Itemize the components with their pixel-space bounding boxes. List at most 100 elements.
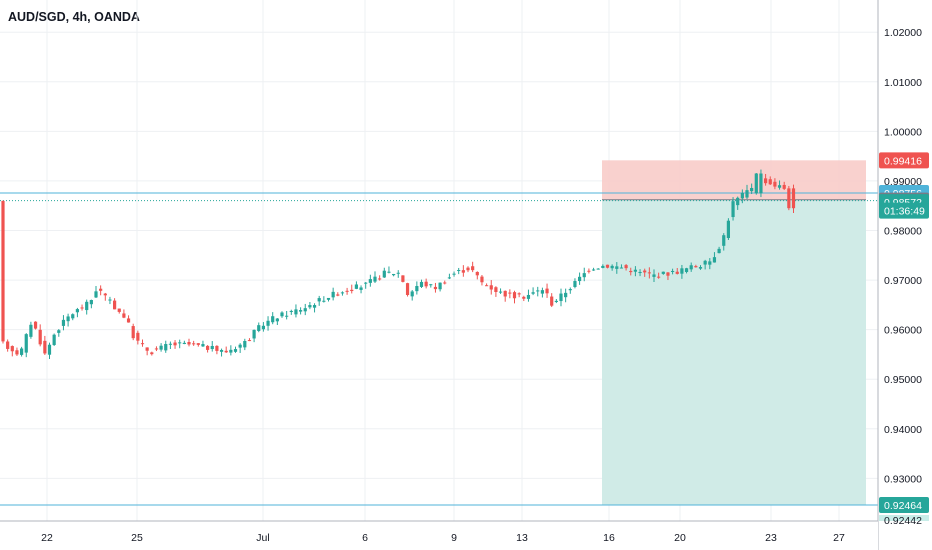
x-axis-ticks: 22 25 Jul 6 9 13 16 20 23 27 [41, 532, 845, 544]
candle-down [136, 332, 140, 341]
candle-up [736, 197, 740, 206]
candle-up [85, 301, 89, 311]
candle-up [554, 300, 558, 302]
candle-up [722, 235, 726, 246]
candle-down [550, 296, 554, 306]
candle-down [10, 346, 14, 352]
candle-down [433, 286, 438, 290]
candle-up [578, 276, 582, 282]
candle-down [489, 285, 493, 290]
candle-up [498, 291, 503, 293]
candle-down [787, 188, 791, 209]
candle-down [345, 290, 349, 292]
candle-down [466, 267, 470, 271]
stop-price-tag: 0.99416 [884, 155, 922, 167]
price-lines [0, 192, 878, 506]
x-tick-label: 20 [674, 532, 686, 544]
candle-down [475, 271, 479, 276]
candle-up [164, 344, 168, 351]
candle-up [24, 334, 28, 353]
candle-down [38, 329, 42, 345]
candle-up [57, 330, 61, 333]
target-price-tag-bg [879, 496, 929, 513]
x-tick-label: 6 [362, 532, 368, 544]
candle-down [647, 272, 651, 274]
candle-down [187, 342, 191, 345]
candle-down [131, 326, 135, 339]
candle-up [271, 316, 275, 323]
candle-up [178, 342, 182, 344]
x-tick-label: 27 [833, 532, 845, 544]
candle-up [29, 324, 33, 337]
candle-up [294, 309, 298, 315]
candle-down [773, 181, 777, 187]
candle-up [531, 292, 535, 294]
candle-up [266, 320, 270, 326]
candle-down [15, 350, 19, 355]
candle-up [66, 316, 70, 322]
x-tick-label: 16 [603, 532, 615, 544]
candle-down [629, 270, 633, 273]
candle-up [210, 345, 214, 350]
candle-down [764, 178, 768, 184]
x-tick-label: Jul [256, 532, 269, 544]
candle-up [777, 185, 782, 188]
candle-up [447, 277, 451, 279]
candle-up [20, 348, 24, 355]
y-tick-label: 1.01000 [884, 77, 922, 89]
candle-up [745, 190, 749, 198]
candle-up [71, 314, 75, 319]
candle-up [289, 310, 293, 312]
candle-up [387, 271, 391, 273]
candle-up [47, 344, 52, 355]
take-profit-zone [602, 199, 866, 505]
candle-down [6, 341, 10, 349]
candle-down [99, 288, 103, 291]
candle-up [299, 310, 303, 312]
candle-up [257, 325, 261, 331]
x-tick-label: 23 [765, 532, 777, 544]
y-tick-label: 0.95000 [884, 374, 922, 386]
bottom-partial-tag: 0.92442 [884, 515, 922, 527]
candle-up [559, 293, 563, 302]
candle-down [43, 340, 47, 354]
candle-down [512, 292, 517, 299]
candle-up [303, 308, 307, 312]
candle-down [545, 288, 549, 294]
candle-down [657, 276, 661, 278]
candle-down [173, 342, 177, 346]
candle-up [182, 342, 186, 345]
candle-down [485, 285, 489, 287]
candle-down [675, 271, 679, 274]
y-tick-label: 0.99000 [884, 176, 922, 188]
symbol-title: AUD/SGD, 4h, OANDA [8, 10, 140, 24]
candle-down [117, 308, 121, 312]
candle-down [782, 184, 786, 189]
candle-up [201, 344, 205, 347]
candle-up [740, 192, 744, 199]
candle-down [154, 348, 159, 350]
candle-up [573, 281, 577, 287]
candle-down [33, 321, 38, 329]
candle-down [405, 283, 410, 296]
candle-down [768, 179, 772, 185]
candle-up [652, 274, 656, 277]
candle-down [517, 293, 521, 295]
candle-down [401, 275, 405, 282]
candle-up [238, 344, 242, 348]
stop-price-tag-bg [879, 152, 929, 169]
candle-down [480, 276, 484, 283]
candle-up [331, 291, 335, 298]
candle-down [443, 282, 447, 284]
candle-up [219, 349, 224, 352]
countdown-tag-bg [879, 202, 929, 219]
candle-down [103, 293, 107, 296]
candle-down [424, 281, 428, 287]
candle-down [126, 318, 131, 323]
x-tick-label: 13 [516, 532, 528, 544]
candle-up [717, 248, 721, 254]
candle-down [694, 266, 698, 268]
candle-down [643, 270, 647, 273]
y-tick-label: 0.97000 [884, 275, 922, 287]
